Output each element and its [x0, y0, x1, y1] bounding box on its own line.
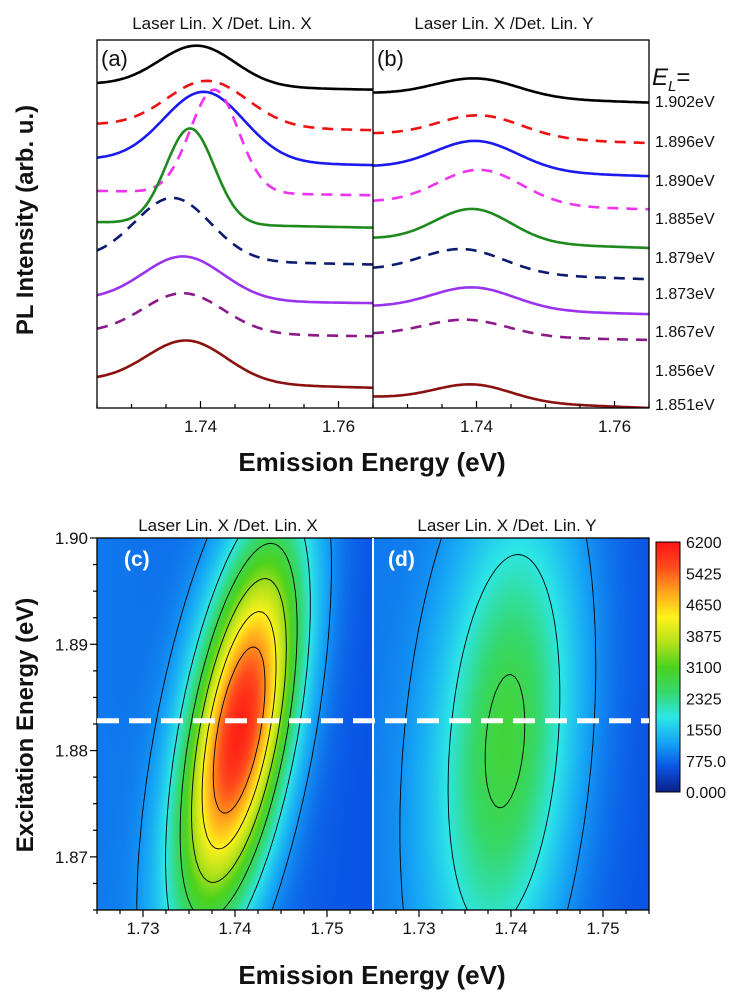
colorbar-tick-label: 4650 [686, 598, 722, 615]
top-y-axis-label: PL Intensity (arb. u.) [12, 105, 39, 335]
panel-a-label: (a) [101, 46, 128, 71]
legend-entry-2: 1.890eV [655, 173, 715, 190]
contour-lines-d [399, 537, 597, 911]
legend-header: EL= [652, 64, 690, 95]
curve-b-0 [373, 77, 649, 104]
panel-c-label: (c) [124, 548, 150, 571]
colorbar-tick-label: 3875 [686, 629, 722, 646]
panel-d-contours [399, 537, 597, 911]
x-tick-label-d: 1.73 [402, 919, 435, 938]
colorbar-tick-label: 775.0 [686, 754, 726, 771]
colorbar-tick-label: 5425 [686, 566, 722, 583]
top-x-ticks: 1.74 1.76 1.74 1.76 [96, 401, 650, 436]
x-tick-label-a: 1.76 [322, 417, 355, 436]
curve-a-1 [97, 79, 373, 132]
panel-c-contours [136, 537, 332, 911]
bottom-y-axis-label: Excitation Energy (eV) [12, 598, 39, 853]
panel-c-heatmap [97, 538, 373, 910]
panel-b-label: (b) [377, 46, 404, 71]
colorbar-tick-label: 1550 [686, 723, 722, 740]
y-tick-label: 1.90 [55, 529, 88, 548]
x-tick-label-d: 1.74 [494, 919, 527, 938]
colorbar-tick-label: 3100 [686, 660, 722, 677]
curve-b-1 [373, 114, 649, 145]
curve-b-3 [373, 168, 649, 211]
panel-c-title: Laser Lin. X /Det. Lin. X [138, 516, 318, 535]
legend-entry-6: 1.867eV [655, 324, 715, 341]
colorbar-ticks: 6200 5425 4650 3875 3100 2325 1550 775.0 0.000 [686, 535, 726, 802]
legend-entry-7: 1.856eV [655, 363, 715, 380]
y-tick-label: 1.88 [55, 742, 88, 761]
panel-a-title: Laser Lin. X /Det. Lin. X [132, 14, 312, 33]
curve-b-5 [373, 247, 649, 281]
top-x-axis-label: Emission Energy (eV) [238, 447, 505, 477]
bottom-x-axis-label: Emission Energy (eV) [238, 960, 505, 990]
colorbar-tick-label: 2325 [686, 691, 722, 708]
legend-entry-8: 1.851eV [655, 397, 715, 414]
curve-b-2 [373, 139, 649, 178]
panel-d-label: (d) [388, 548, 415, 571]
curve-b-6 [373, 286, 649, 316]
x-tick-label-b: 1.76 [598, 417, 631, 436]
bottom-ticks: 1.73 1.74 1.75 1.73 1.74 1.75 1.87 1.88 1.89 1.90 [55, 529, 650, 938]
curve-b-8 [373, 382, 649, 408]
curve-a-4 [97, 127, 373, 229]
x-tick-label-b: 1.74 [460, 417, 493, 436]
legend-entry-1: 1.896eV [655, 134, 715, 151]
colorbar [655, 541, 681, 793]
x-tick-label-c: 1.73 [126, 919, 159, 938]
curve-a-7 [97, 291, 373, 338]
panel-d-heatmap [373, 538, 649, 910]
x-tick-label-d: 1.75 [586, 919, 619, 938]
curve-b-4 [373, 207, 649, 250]
y-tick-label: 1.87 [55, 848, 88, 867]
legend-entry-4: 1.879eV [655, 250, 715, 267]
panel-b-curves [373, 77, 649, 408]
legend-entry-0: 1.902eV [655, 94, 715, 111]
curve-a-3 [97, 88, 373, 197]
legend-entry-3: 1.885eV [655, 211, 715, 228]
x-tick-label-c: 1.75 [310, 919, 343, 938]
contour-lines-c [136, 537, 332, 911]
x-tick-label-a: 1.74 [184, 417, 217, 436]
y-tick-label: 1.89 [55, 635, 88, 654]
legend-entry-5: 1.873eV [655, 286, 715, 303]
curve-a-0 [97, 44, 373, 91]
curve-a-2 [97, 90, 373, 167]
panel-b-title: Laser Lin. X /Det. Lin. Y [414, 14, 593, 33]
panel-a-curves [97, 44, 373, 390]
curve-b-7 [373, 318, 649, 342]
colorbar-tick-label: 0.000 [686, 785, 726, 802]
top-legend: 1.902eV 1.896eV 1.890eV 1.885eV 1.879eV 1.873… [655, 94, 715, 414]
curve-a-8 [97, 339, 373, 390]
curve-a-6 [97, 255, 373, 305]
x-tick-label-c: 1.74 [218, 919, 251, 938]
panel-d-title: Laser Lin. X /Det. Lin. Y [417, 516, 596, 535]
colorbar-tick-label: 6200 [686, 535, 722, 552]
curve-a-5 [97, 196, 373, 266]
